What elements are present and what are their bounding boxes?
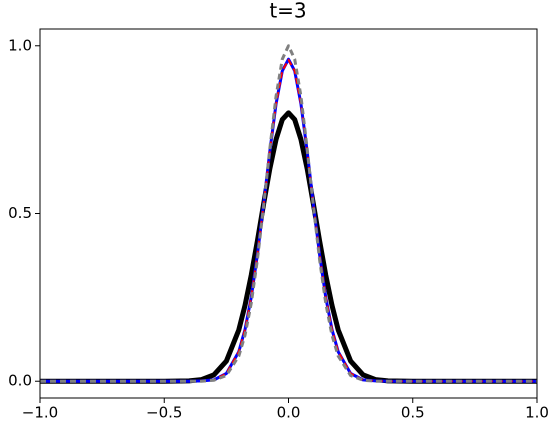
y-tick-label: 0.0 [8,372,32,390]
line [40,58,537,383]
x-tick-label: 0.0 [277,404,301,422]
chart-title: t=3 [269,0,306,23]
line [40,44,537,383]
line [40,57,537,383]
x-tick-label: 1.0 [525,404,549,422]
x-tick-label: −1.0 [22,404,58,422]
y-tick-label: 0.5 [8,204,32,222]
plot-frame [39,28,538,399]
x-tick-label: 0.5 [401,404,425,422]
x-tick-label: −0.5 [146,404,182,422]
y-tick-label: 1.0 [8,36,32,54]
line [40,110,537,384]
